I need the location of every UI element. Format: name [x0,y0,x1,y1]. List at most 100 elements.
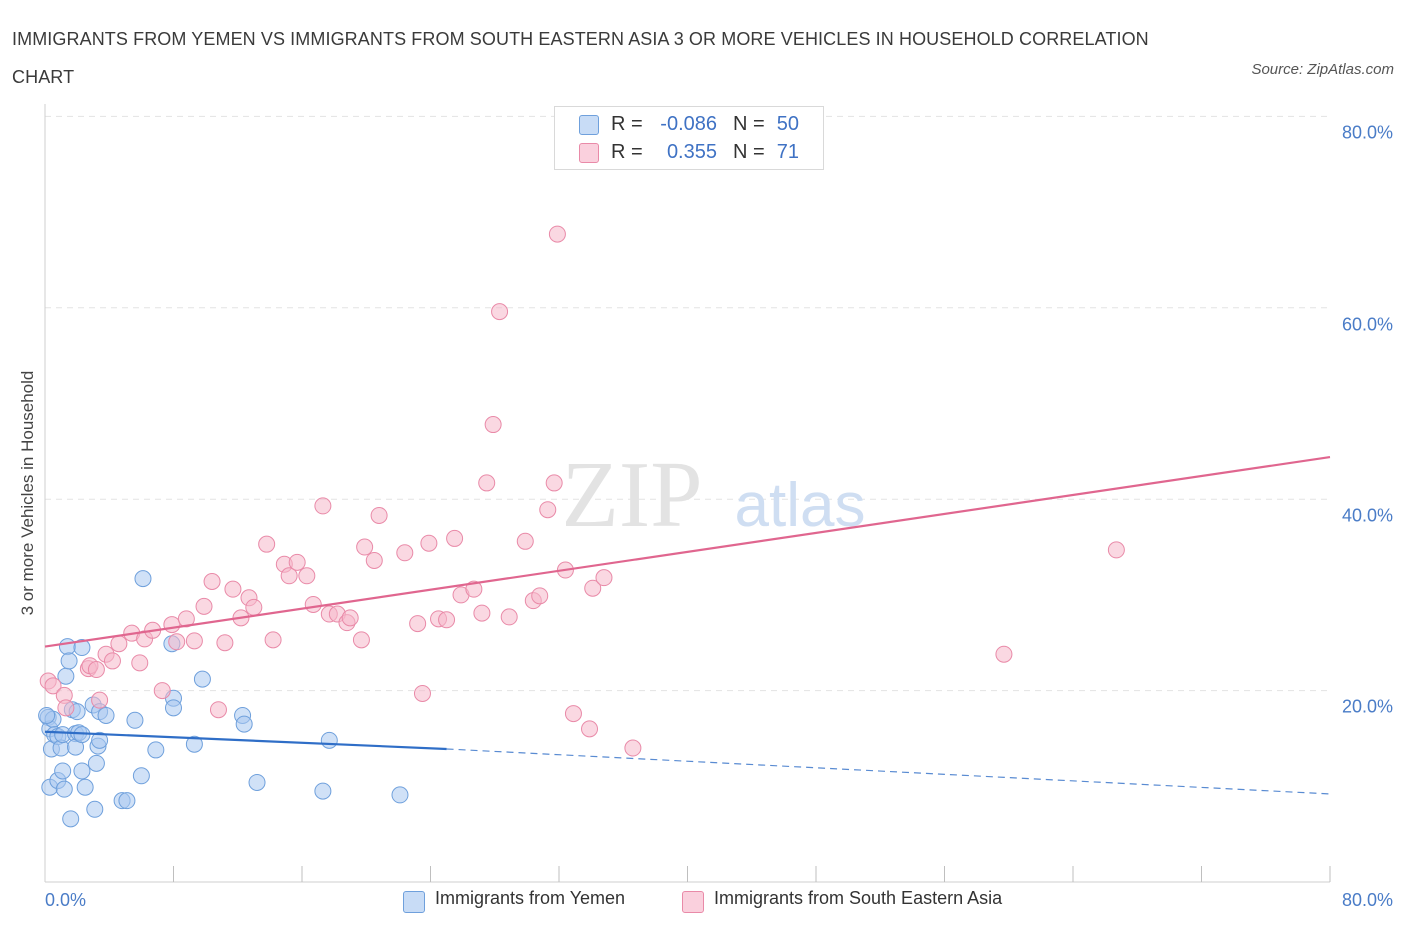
yemen-legend-swatch [403,891,425,913]
sea-point [484,416,502,434]
sea-legend-swatch [682,891,704,913]
sea-point [314,497,332,515]
sea-point [163,616,181,634]
sea-swatch [579,143,599,163]
y-tick-60: 60.0% [1341,314,1393,335]
sea-point [491,303,509,321]
sea-point [465,580,483,598]
sea-point [438,611,456,629]
series-yemen-points [38,570,409,828]
sea-point [370,506,388,524]
sea-point [203,573,221,591]
y-axis-label: 3 or more Vehicles in Household [18,370,37,616]
sea-point [446,529,464,547]
sea-point [409,615,427,633]
sea-point [356,538,374,556]
sea-point [500,608,518,626]
y-tick-40: 40.0% [1341,505,1393,526]
yemen-point [73,762,91,780]
yemen-legend-label: Immigrants from Yemen [435,888,626,908]
watermark-zip: ZIP [562,443,703,547]
r-value-yemen: -0.086 [660,113,717,135]
sea-point [298,567,316,585]
sea-point [245,598,263,616]
yemen-point [86,800,104,818]
sea-point [624,739,642,757]
yemen-point [248,773,266,791]
r-label: R = [611,141,643,163]
yemen-point [54,762,72,780]
sea-point [185,632,203,650]
y-tick-80: 80.0% [1341,122,1393,143]
yemen-point [87,754,105,772]
sea-point [341,609,359,627]
sea-point [581,720,599,738]
sea-point [91,691,109,709]
n-label: N = [733,113,765,135]
yemen-point [193,670,211,688]
yemen-point [97,706,115,724]
trend-lines [44,456,1331,795]
sea-point [153,682,171,700]
yemen-point [147,741,165,759]
sea-point [531,587,549,605]
yemen-point [134,570,152,588]
sea-point [110,635,128,653]
yemen-point [58,638,76,656]
sea-trend-line [44,456,1331,648]
x-tick-max: 80.0% [1341,890,1393,910]
yemen-point [235,715,253,733]
yemen-point [314,782,332,800]
sea-point [545,474,563,492]
watermark-atlas: atlas [735,471,866,540]
sea-point [103,652,121,670]
sea-point [516,532,534,550]
sea-point [478,474,496,492]
sea-point [264,631,282,649]
y-tick-20: 20.0% [1341,696,1393,717]
sea-point [304,595,322,613]
sea-point [995,645,1013,663]
sea-point [473,604,491,622]
stats-legend: R = -0.086 N = 50 R = 0.355 N = 71 [554,106,824,170]
yemen-point [185,735,203,753]
sea-point [224,580,242,598]
yemen-point [320,731,338,749]
sea-point [288,553,306,571]
yemen-point [118,792,136,810]
sea-point [168,633,186,651]
yemen-point [76,778,94,796]
sea-point [413,684,431,702]
sea-point [548,225,566,243]
sea-point [44,677,62,695]
yemen-point [391,786,409,804]
sea-point [57,699,75,717]
sea-point [131,654,149,672]
yemen-point [165,699,182,717]
grid-lines [45,115,1330,692]
n-value-yemen: 50 [776,113,799,135]
sea-point [396,544,414,562]
sea-point [539,501,557,519]
r-value-sea: 0.355 [666,141,717,163]
yemen-swatch [579,115,599,135]
sea-point [87,661,105,679]
yemen-point [60,652,78,670]
sea-point [365,551,383,569]
sea-legend-label: Immigrants from South Eastern Asia [714,888,1003,908]
yemen-point [132,767,150,785]
yemen-point [55,780,73,798]
sea-point [280,567,298,585]
sea-point [216,634,234,652]
sea-point [564,705,582,723]
sea-point [209,701,227,719]
sea-point [258,535,276,553]
yemen-trend-dashed [446,748,1331,795]
yemen-point [91,731,109,749]
source-label: Source: ZipAtlas.com [1251,61,1394,78]
sea-point [584,579,602,597]
sea-point [1107,541,1125,559]
r-label: R = [611,113,643,135]
sea-point [195,597,213,615]
